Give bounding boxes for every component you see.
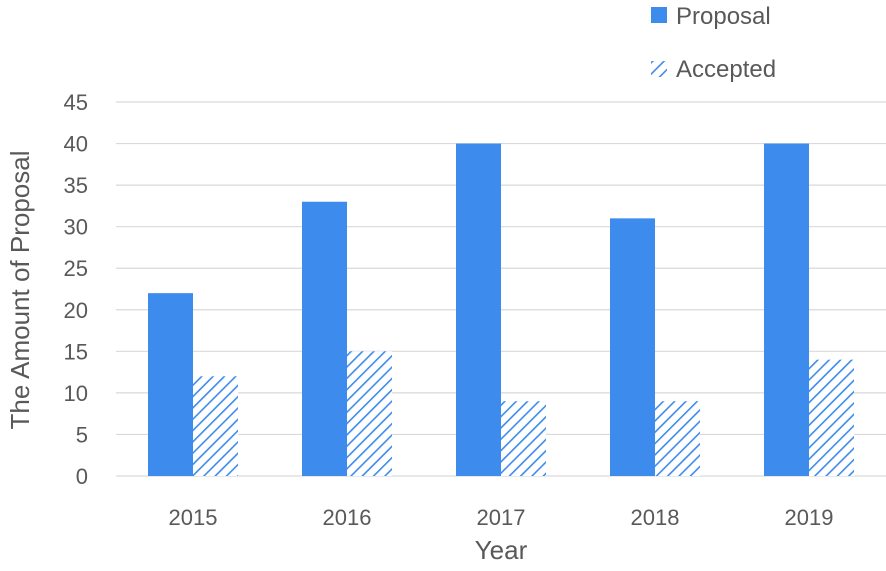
bars (148, 143, 854, 477)
bar-accepted-2019 (809, 359, 854, 476)
x-axis-ticks: 2015 2016 2017 2018 2019 (169, 505, 834, 530)
legend-label-proposal: Proposal (676, 3, 771, 30)
bar-accepted-2016 (347, 351, 392, 476)
bar-proposal-2018 (610, 218, 655, 476)
y-tick-label: 40 (64, 132, 88, 157)
y-axis-ticks: 0 5 10 15 20 25 30 35 40 45 (64, 90, 88, 489)
x-axis-title: Year (475, 535, 528, 565)
y-tick-label: 10 (64, 381, 88, 406)
y-tick-label: 0 (76, 464, 88, 489)
x-tick-label: 2015 (169, 505, 218, 530)
y-tick-label: 15 (64, 339, 88, 364)
y-tick-label: 25 (64, 256, 88, 281)
legend-swatch-accepted (651, 61, 667, 77)
y-tick-label: 20 (64, 298, 88, 323)
y-tick-label: 30 (64, 215, 88, 240)
y-tick-label: 35 (64, 173, 88, 198)
bar-proposal-2016 (302, 201, 347, 476)
legend-item-proposal: Proposal (651, 3, 771, 30)
legend-label-accepted: Accepted (676, 56, 776, 83)
x-tick-label: 2016 (323, 505, 372, 530)
y-axis-title: The Amount of Proposal (5, 151, 35, 430)
legend-swatch-proposal (651, 7, 667, 23)
x-tick-label: 2017 (477, 505, 526, 530)
y-tick-label: 45 (64, 90, 88, 115)
x-tick-label: 2018 (631, 505, 680, 530)
bar-proposal-2017 (456, 143, 501, 477)
bar-accepted-2017 (501, 401, 546, 476)
legend: Proposal Accepted (651, 3, 776, 83)
y-tick-label: 5 (76, 422, 88, 447)
bar-proposal-2019 (764, 143, 809, 477)
legend-item-accepted: Accepted (651, 56, 776, 83)
bar-accepted-2018 (655, 401, 700, 476)
bar-proposal-2015 (148, 293, 193, 476)
bar-accepted-2015 (193, 376, 238, 476)
x-tick-label: 2019 (785, 505, 834, 530)
